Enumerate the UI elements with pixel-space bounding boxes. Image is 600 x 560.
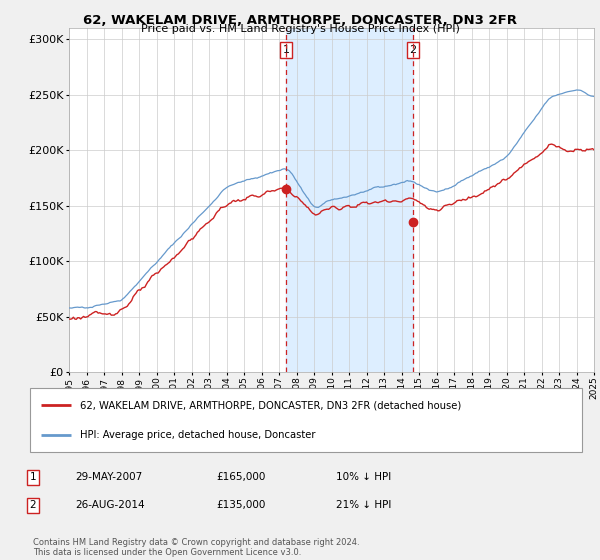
Text: 1: 1: [283, 45, 290, 55]
Text: 29-MAY-2007: 29-MAY-2007: [75, 472, 142, 482]
Text: 62, WAKELAM DRIVE, ARMTHORPE, DONCASTER, DN3 2FR: 62, WAKELAM DRIVE, ARMTHORPE, DONCASTER,…: [83, 14, 517, 27]
Text: £165,000: £165,000: [216, 472, 265, 482]
Text: £135,000: £135,000: [216, 500, 265, 510]
Text: 21% ↓ HPI: 21% ↓ HPI: [336, 500, 391, 510]
Bar: [286, 28, 413, 372]
Text: 2: 2: [409, 45, 416, 55]
Text: 26-AUG-2014: 26-AUG-2014: [75, 500, 145, 510]
Text: Contains HM Land Registry data © Crown copyright and database right 2024.
This d: Contains HM Land Registry data © Crown c…: [33, 538, 359, 557]
Text: HPI: Average price, detached house, Doncaster: HPI: Average price, detached house, Donc…: [80, 430, 315, 440]
Text: 10% ↓ HPI: 10% ↓ HPI: [336, 472, 391, 482]
Text: Price paid vs. HM Land Registry's House Price Index (HPI): Price paid vs. HM Land Registry's House …: [140, 24, 460, 34]
FancyBboxPatch shape: [30, 388, 582, 452]
Text: 62, WAKELAM DRIVE, ARMTHORPE, DONCASTER, DN3 2FR (detached house): 62, WAKELAM DRIVE, ARMTHORPE, DONCASTER,…: [80, 400, 461, 410]
Text: 1: 1: [29, 472, 37, 482]
Text: 2: 2: [29, 500, 37, 510]
